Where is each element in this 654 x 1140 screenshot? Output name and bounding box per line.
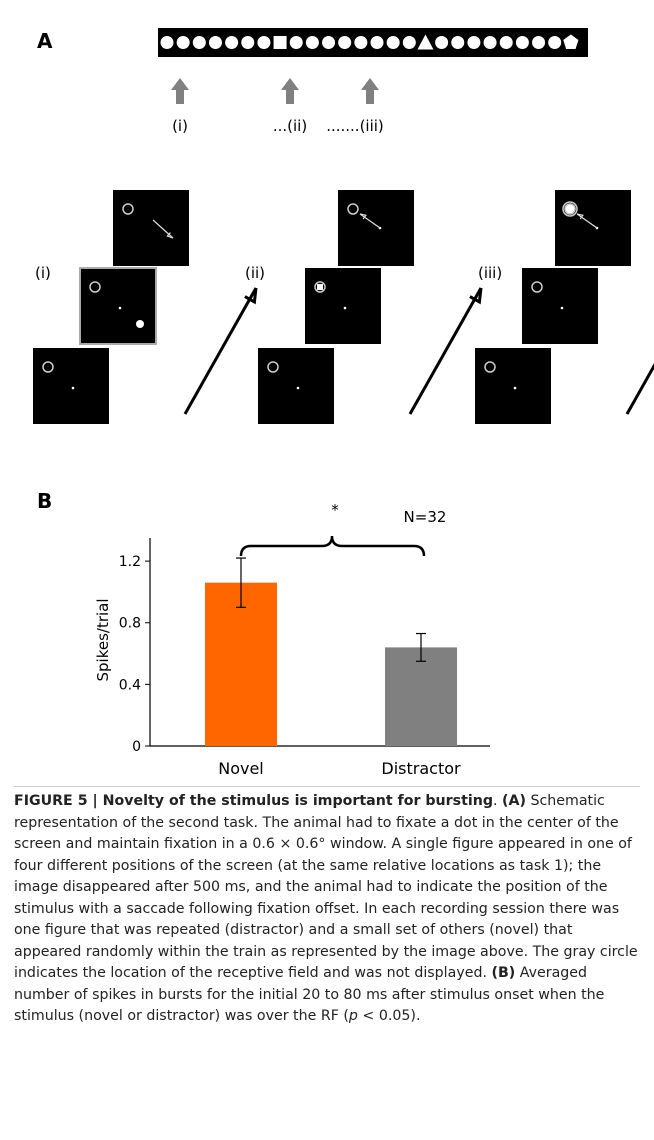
seq-circle (209, 36, 222, 49)
condition-label: (ii) (245, 264, 265, 282)
caption-b-label: (B) (491, 965, 515, 981)
condition-label: (i) (35, 264, 51, 282)
rf-circle (565, 204, 575, 214)
screen-bg (80, 268, 156, 344)
caption: FIGURE 5 | Novelty of the stimulus is im… (14, 786, 640, 1028)
seq-circle (306, 36, 319, 49)
seq-circle (193, 36, 206, 49)
screen-bg (305, 268, 381, 344)
screen (522, 268, 598, 344)
screen-bg (555, 190, 631, 266)
seq-circle (532, 36, 545, 49)
x-tick-label: Novel (218, 759, 264, 778)
seq-circle (290, 36, 303, 49)
fix-dot (344, 307, 347, 310)
screen (113, 190, 189, 266)
fix-dot (561, 307, 564, 310)
condition-label: (iii) (478, 264, 502, 282)
sequence-arrows (171, 78, 379, 104)
y-tick-label: 0 (132, 739, 141, 755)
screen (305, 268, 381, 344)
seq-circle (387, 36, 400, 49)
seq-circle (403, 36, 416, 49)
seq-circle (548, 36, 561, 49)
arrow-line (627, 288, 654, 414)
n-label: N=32 (404, 508, 447, 526)
y-tick-label: 1.2 (119, 554, 141, 570)
seq-circle (177, 36, 190, 49)
screen (80, 268, 156, 344)
seq-circle (241, 36, 254, 49)
seq-circle (451, 36, 464, 49)
arrow-line (185, 288, 256, 414)
caption-p: p (349, 1008, 358, 1024)
screen (33, 348, 109, 424)
screen-bg (258, 348, 334, 424)
page: A (i) ...(ii) .......(iii) (i) (ii) (iii… (0, 0, 654, 1140)
screen-bg (33, 348, 109, 424)
screen-bg (522, 268, 598, 344)
fix-dot (297, 387, 300, 390)
seq-circle (322, 36, 335, 49)
screen (555, 190, 631, 266)
significance: * (331, 501, 339, 519)
seq-circle (500, 36, 513, 49)
screen (258, 348, 334, 424)
stim-square (317, 284, 323, 290)
caption-sep: . (493, 793, 502, 809)
caption-a-label: (A) (502, 793, 526, 809)
stim-blob (136, 320, 144, 328)
seq-circle (516, 36, 529, 49)
screen-bg (475, 348, 551, 424)
fix-dot (514, 387, 517, 390)
seq-square (274, 36, 287, 49)
seq-circle (161, 36, 174, 49)
screens (33, 190, 654, 424)
sequence-label: ...(ii) (273, 117, 307, 135)
x-tick-label: Distractor (381, 759, 461, 778)
seq-circle (435, 36, 448, 49)
sequence-label: .......(iii) (326, 117, 384, 135)
arrow-line (410, 288, 481, 414)
screen-bg (338, 190, 414, 266)
seq-circle (257, 36, 270, 49)
seq-circle (354, 36, 367, 49)
seq-circle (225, 36, 238, 49)
sequence-label: (i) (172, 117, 188, 135)
bracket (241, 536, 424, 556)
seq-circle (371, 36, 384, 49)
bar (385, 647, 457, 746)
screen (338, 190, 414, 266)
fix-dot (119, 307, 122, 310)
seq-circle (338, 36, 351, 49)
screen (475, 348, 551, 424)
caption-b-end: < 0.05). (358, 1008, 421, 1024)
caption-title: FIGURE 5 | Novelty of the stimulus is im… (14, 793, 493, 809)
panel-label: B (37, 489, 52, 513)
seq-circle (467, 36, 480, 49)
seq-circle (484, 36, 497, 49)
y-tick-label: 0.8 (119, 616, 141, 632)
fix-dot (72, 387, 75, 390)
caption-a-text: Schematic representation of the second t… (14, 793, 638, 981)
y-axis-label: Spikes/trial (94, 598, 112, 681)
panel-label: A (37, 29, 53, 53)
figure: A (i) ...(ii) .......(iii) (i) (ii) (iii… (0, 0, 654, 786)
y-tick-label: 0.4 (119, 677, 141, 693)
screen-bg (113, 190, 189, 266)
